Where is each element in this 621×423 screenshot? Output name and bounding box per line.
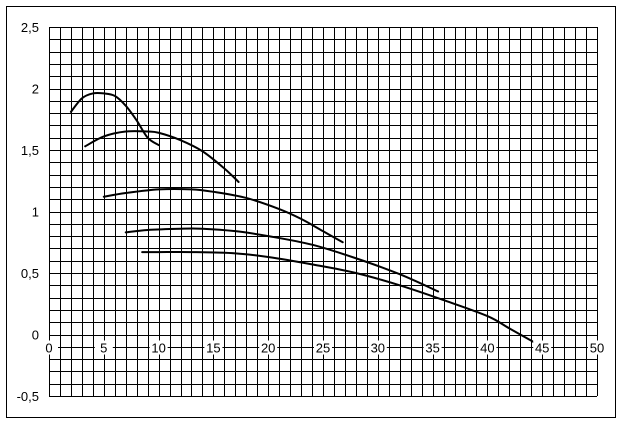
x-tick-label-bg (94, 340, 113, 355)
x-tick-label: 20 (261, 341, 275, 356)
x-tick-label-bg (259, 340, 278, 355)
x-tick-label: 15 (206, 341, 220, 356)
y-axis-ticks: -0,5 0 0,5 1 1,5 2 2,5 (17, 20, 39, 404)
series-line-4 (124, 227, 440, 293)
y-tick-label: 0 (32, 328, 39, 343)
x-tick-label-bg (40, 340, 58, 355)
x-tick-label-bg (149, 340, 168, 355)
y-tick-label: 2 (32, 82, 39, 97)
y-tick-label: 1,5 (21, 143, 39, 158)
series-line-5 (141, 250, 535, 343)
y-tick-label: 2,5 (21, 20, 39, 35)
series-group (69, 91, 535, 343)
x-tick-label-bg (368, 340, 387, 355)
x-tick-label: 10 (151, 341, 165, 356)
x-tick-label: 45 (535, 341, 549, 356)
x-tick-label: 40 (480, 341, 494, 356)
x-tick-label: 50 (590, 341, 604, 356)
series-line-2 (84, 130, 240, 183)
series-line-1 (69, 91, 160, 147)
x-tick-label: 35 (425, 341, 439, 356)
x-tick-label: 30 (371, 341, 385, 356)
x-tick-label: 0 (45, 341, 52, 356)
x-tick-label-bg (423, 340, 442, 355)
x-axis-ticks: 0 5 10 15 20 25 30 35 40 45 50 (40, 340, 606, 356)
y-tick-label: -0,5 (17, 389, 39, 404)
x-tick-label: 25 (316, 341, 330, 356)
y-tick-label: 1 (32, 205, 39, 220)
x-tick-label-bg (588, 340, 606, 355)
series-line-3 (102, 187, 344, 244)
x-tick-label-bg (533, 340, 552, 355)
x-tick-label-bg (204, 340, 223, 355)
x-tick-label-bg (314, 340, 332, 355)
x-tick-label: 5 (100, 341, 107, 356)
grid (49, 27, 598, 397)
y-tick-label: 0,5 (21, 266, 39, 281)
x-tick-label-bg (478, 340, 497, 355)
